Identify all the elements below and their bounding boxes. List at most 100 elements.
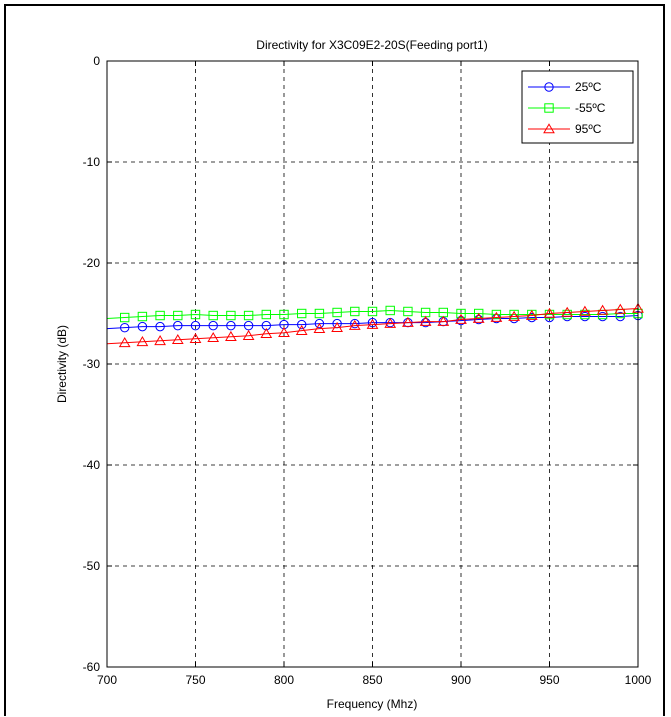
data-point [314,318,325,329]
data-point [437,315,450,326]
data-point [350,318,360,329]
data-point [137,311,148,322]
x-tick-label: 750 [185,673,205,687]
data-point [561,306,574,317]
x-tick-label: 800 [274,673,294,687]
data-point [474,308,484,319]
data-point [225,330,237,342]
data-point [297,319,307,330]
legend-label: 95ºC [575,122,602,136]
chart-title: Directivity for X3C09E2-20S(Feeding port… [256,38,487,52]
data-point [120,312,130,323]
data-point [313,322,326,333]
data-point [314,308,325,319]
data-point [420,317,431,328]
data-point [137,321,148,332]
x-tick-label: 950 [539,673,559,687]
legend-marker [543,123,555,134]
data-point [614,303,627,314]
data-point [455,313,467,324]
data-point [385,305,395,316]
y-tick-label: -10 [83,155,101,169]
data-point [350,306,360,317]
data-point [154,334,166,346]
series-line [106,307,639,345]
legend-entries: 25ºC -55ºC 95ºC [528,80,606,136]
data-point [509,309,519,320]
data-point [596,304,609,315]
y-tick-label: -20 [83,256,101,270]
data-point [208,320,218,331]
figure-frame [4,4,665,716]
x-tick-label: 850 [362,673,382,687]
data-point [155,321,165,332]
legend-marker [544,103,554,113]
data-point [171,333,184,345]
data-point [226,310,236,321]
y-tick-label: -40 [83,458,101,472]
data-point [456,308,466,319]
ticks: 700 750 800 850 900 950 1000 0 -10 -20 -30 -40 -50 -6… [83,54,652,687]
data-point [120,322,130,333]
data-point [490,311,503,322]
legend-entry: -55ºC [528,101,606,115]
data-point [525,309,538,320]
data-point [579,305,591,316]
data-point [348,319,361,330]
data-point [367,317,378,328]
data-point [366,318,379,329]
data-point [544,309,555,320]
y-tick-label: 0 [93,54,100,68]
legend-label: -55ºC [575,101,606,115]
data-point [543,307,556,318]
y-axis-title: Directivity (dB) [55,325,69,403]
legend-box [521,70,634,144]
data-point [242,329,255,341]
data-point [136,335,149,347]
x-tick-label: 900 [451,673,471,687]
data-point [260,327,273,338]
data-point [118,336,131,348]
x-tick-label: 1000 [625,673,652,687]
y-tick-label: -30 [83,357,101,371]
data-point [190,309,201,320]
legend-label: 25ºC [575,80,602,94]
data-point [278,326,290,337]
y-tick-label: -50 [83,559,101,573]
data-point [472,312,485,323]
data-point [384,317,397,328]
data-point [332,307,342,318]
data-point [190,320,201,331]
data-point [155,310,165,321]
legend-entry: 95ºC [528,122,602,136]
data-point [491,309,502,320]
legend: 25ºC -55ºC 95ºC [521,70,634,144]
data-point [243,320,254,331]
data-point [402,316,414,327]
data-point [261,309,272,320]
data-point [331,321,343,332]
data-point [226,320,236,331]
data-point [474,314,484,325]
series-line [106,309,638,320]
data-point [403,306,413,317]
y-tick-label: -60 [83,660,101,674]
data-point [508,310,520,321]
data-point [243,310,254,321]
data-point [419,315,432,326]
data-point [367,306,378,317]
x-axis-title: Frequency (Mhz) [327,697,418,711]
grid-lines [107,61,638,667]
legend-entry: 25ºC [528,80,602,94]
data-point [456,315,466,326]
x-tick-label: 700 [97,673,117,687]
data-point [189,332,202,344]
data-point [297,308,307,319]
data-point [173,320,183,331]
data-point [279,309,289,320]
data-point [295,324,308,335]
data-point [173,310,183,321]
data-point [208,310,218,321]
data-point [207,331,220,343]
